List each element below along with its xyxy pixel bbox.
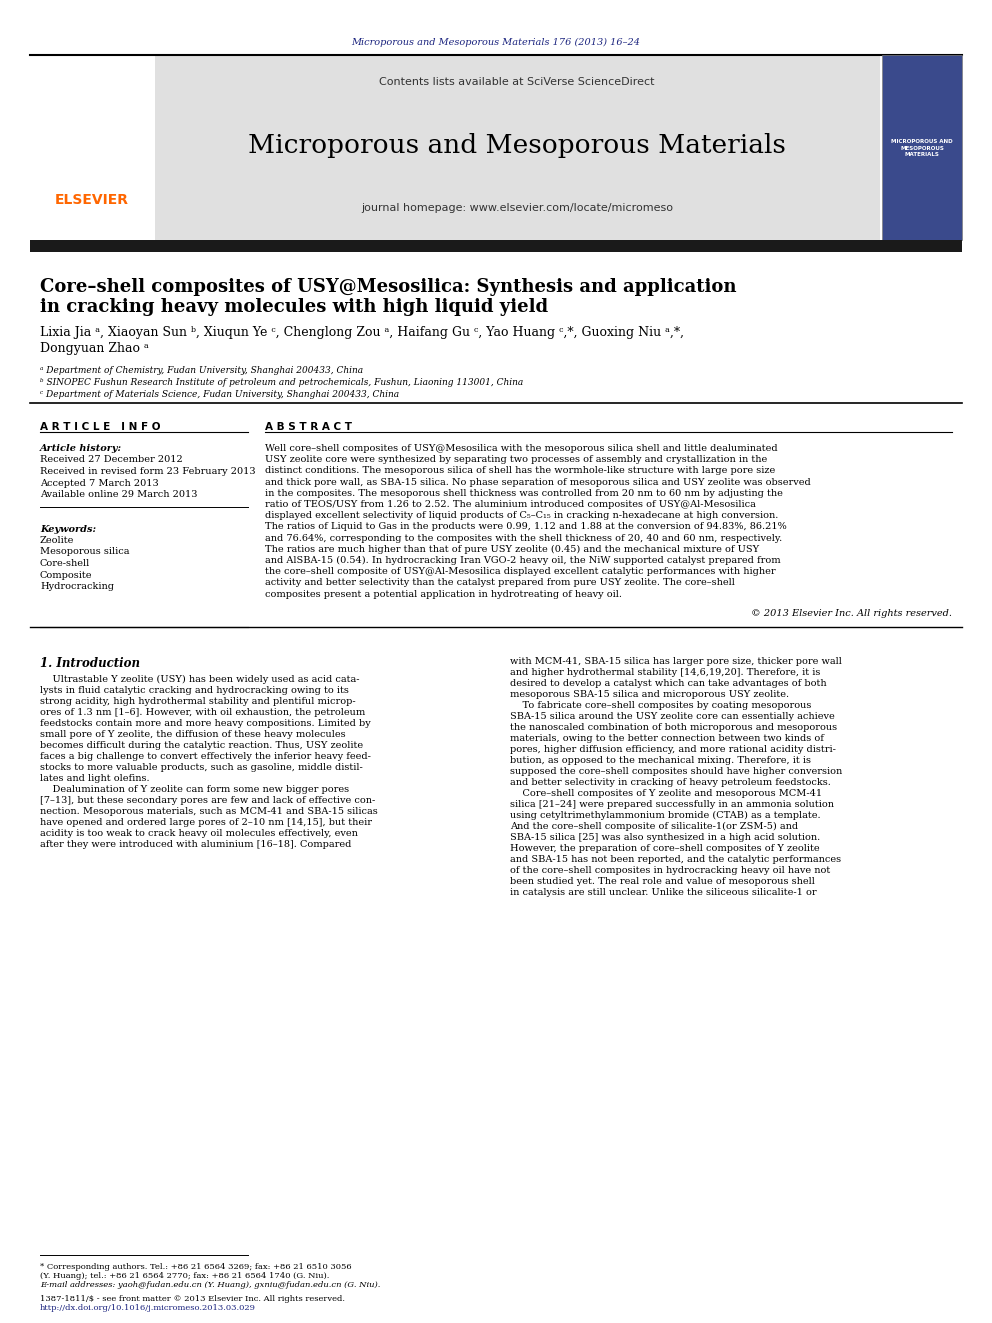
Text: Accepted 7 March 2013: Accepted 7 March 2013 [40, 479, 159, 487]
Text: Keywords:: Keywords: [40, 524, 96, 533]
Text: and 76.64%, corresponding to the composites with the shell thickness of 20, 40 a: and 76.64%, corresponding to the composi… [265, 533, 783, 542]
Text: Core–shell composites of Y zeolite and mesoporous MCM-41: Core–shell composites of Y zeolite and m… [510, 789, 822, 798]
Text: Microporous and Mesoporous Materials 176 (2013) 16–24: Microporous and Mesoporous Materials 176… [351, 37, 641, 46]
Text: desired to develop a catalyst which can take advantages of both: desired to develop a catalyst which can … [510, 679, 826, 688]
Text: The ratios of Liquid to Gas in the products were 0.99, 1.12 and 1.88 at the conv: The ratios of Liquid to Gas in the produ… [265, 523, 787, 532]
Text: Core-shell: Core-shell [40, 560, 90, 568]
Text: acidity is too weak to crack heavy oil molecules effectively, even: acidity is too weak to crack heavy oil m… [40, 828, 358, 837]
Text: and thick pore wall, as SBA-15 silica. No phase separation of mesoporous silica : and thick pore wall, as SBA-15 silica. N… [265, 478, 810, 487]
Text: small pore of Y zeolite, the diffusion of these heavy molecules: small pore of Y zeolite, the diffusion o… [40, 730, 345, 738]
Text: have opened and ordered large pores of 2–10 nm [14,15], but their: have opened and ordered large pores of 2… [40, 818, 372, 827]
Text: and better selectivity in cracking of heavy petroleum feedstocks.: and better selectivity in cracking of he… [510, 778, 831, 787]
Text: ELSEVIER: ELSEVIER [55, 193, 129, 206]
Text: * Corresponding authors. Tel.: +86 21 6564 3269; fax: +86 21 6510 3056: * Corresponding authors. Tel.: +86 21 65… [40, 1263, 351, 1271]
Text: USY zeolite core were synthesized by separating two processes of assembly and cr: USY zeolite core were synthesized by sep… [265, 455, 767, 464]
Text: the nanoscaled combination of both microporous and mesoporous: the nanoscaled combination of both micro… [510, 722, 837, 732]
Text: journal homepage: www.elsevier.com/locate/micromeso: journal homepage: www.elsevier.com/locat… [361, 202, 673, 213]
Text: To fabricate core–shell composites by coating mesoporous: To fabricate core–shell composites by co… [510, 701, 811, 710]
Text: Dongyuan Zhao ᵃ: Dongyuan Zhao ᵃ [40, 343, 149, 355]
Bar [155, 56, 880, 239]
Text: strong acidity, high hydrothermal stability and plentiful microp-: strong acidity, high hydrothermal stabil… [40, 697, 355, 705]
Text: and SBA-15 has not been reported, and the catalytic performances: and SBA-15 has not been reported, and th… [510, 855, 841, 864]
Text: in catalysis are still unclear. Unlike the siliceous silicalite-1 or: in catalysis are still unclear. Unlike t… [510, 888, 816, 897]
Text: However, the preparation of core–shell composites of Y zeolite: However, the preparation of core–shell c… [510, 844, 819, 853]
Bar [882, 56, 962, 239]
Text: Contents lists available at SciVerse ScienceDirect: Contents lists available at SciVerse Sci… [379, 77, 655, 87]
Text: E-mail addresses: yaoh@fudan.edu.cn (Y. Huang), gxniu@fudan.edu.cn (G. Niu).: E-mail addresses: yaoh@fudan.edu.cn (Y. … [40, 1281, 380, 1289]
Bar [30, 239, 962, 251]
Text: Core–shell composites of USY@Mesosilica: Synthesis and application: Core–shell composites of USY@Mesosilica:… [40, 278, 736, 296]
Text: the core–shell composite of USY@Al-Mesosilica displayed excellent catalytic perf: the core–shell composite of USY@Al-Mesos… [265, 568, 776, 577]
Text: of the core–shell composites in hydrocracking heavy oil have not: of the core–shell composites in hydrocra… [510, 865, 830, 875]
Text: nection. Mesoporous materials, such as MCM-41 and SBA-15 silicas: nection. Mesoporous materials, such as M… [40, 807, 378, 816]
Text: after they were introduced with aluminium [16–18]. Compared: after they were introduced with aluminiu… [40, 840, 351, 849]
Text: (Y. Huang); tel.: +86 21 6564 2770; fax: +86 21 6564 1740 (G. Niu).: (Y. Huang); tel.: +86 21 6564 2770; fax:… [40, 1271, 329, 1279]
Text: distinct conditions. The mesoporous silica of shell has the wormhole-like struct: distinct conditions. The mesoporous sili… [265, 467, 776, 475]
Text: Received in revised form 23 February 2013: Received in revised form 23 February 201… [40, 467, 256, 476]
Text: stocks to more valuable products, such as gasoline, middle distil-: stocks to more valuable products, such a… [40, 763, 363, 771]
Text: © 2013 Elsevier Inc. All rights reserved.: © 2013 Elsevier Inc. All rights reserved… [751, 609, 952, 618]
Text: Well core–shell composites of USY@Mesosilica with the mesoporous silica shell an: Well core–shell composites of USY@Mesosi… [265, 445, 778, 452]
Text: faces a big challenge to convert effectively the inferior heavy feed-: faces a big challenge to convert effecti… [40, 751, 371, 761]
Text: bution, as opposed to the mechanical mixing. Therefore, it is: bution, as opposed to the mechanical mix… [510, 755, 811, 765]
Text: composites present a potential application in hydrotreating of heavy oil.: composites present a potential applicati… [265, 590, 622, 598]
Text: mesoporous SBA-15 silica and microporous USY zeolite.: mesoporous SBA-15 silica and microporous… [510, 689, 789, 699]
Text: in cracking heavy molecules with high liquid yield: in cracking heavy molecules with high li… [40, 298, 549, 316]
Text: silica [21–24] were prepared successfully in an ammonia solution: silica [21–24] were prepared successfull… [510, 800, 834, 808]
Text: ores of 1.3 nm [1–6]. However, with oil exhaustion, the petroleum: ores of 1.3 nm [1–6]. However, with oil … [40, 708, 365, 717]
Text: The ratios are much higher than that of pure USY zeolite (0.45) and the mechanic: The ratios are much higher than that of … [265, 545, 759, 554]
Text: 1. Introduction: 1. Introduction [40, 656, 140, 669]
Text: Microporous and Mesoporous Materials: Microporous and Mesoporous Materials [248, 132, 786, 157]
Text: lysts in fluid catalytic cracking and hydrocracking owing to its: lysts in fluid catalytic cracking and hy… [40, 685, 349, 695]
Text: materials, owing to the better connection between two kinds of: materials, owing to the better connectio… [510, 734, 824, 742]
Text: ᵃ Department of Chemistry, Fudan University, Shanghai 200433, China: ᵃ Department of Chemistry, Fudan Univers… [40, 366, 363, 374]
Text: been studied yet. The real role and value of mesoporous shell: been studied yet. The real role and valu… [510, 877, 814, 886]
Text: Lixia Jia ᵃ, Xiaoyan Sun ᵇ, Xiuqun Ye ᶜ, Chenglong Zou ᵃ, Haifang Gu ᶜ, Yao Huan: Lixia Jia ᵃ, Xiaoyan Sun ᵇ, Xiuqun Ye ᶜ,… [40, 325, 684, 339]
Text: becomes difficult during the catalytic reaction. Thus, USY zeolite: becomes difficult during the catalytic r… [40, 741, 363, 750]
Text: [7–13], but these secondary pores are few and lack of effective con-: [7–13], but these secondary pores are fe… [40, 796, 375, 804]
Text: with MCM-41, SBA-15 silica has larger pore size, thicker pore wall: with MCM-41, SBA-15 silica has larger po… [510, 656, 842, 665]
Text: SBA-15 silica [25] was also synthesized in a high acid solution.: SBA-15 silica [25] was also synthesized … [510, 832, 820, 841]
Text: feedstocks contain more and more heavy compositions. Limited by: feedstocks contain more and more heavy c… [40, 718, 371, 728]
Text: using cetyltrimethylammonium bromide (CTAB) as a template.: using cetyltrimethylammonium bromide (CT… [510, 811, 820, 820]
Text: supposed the core–shell composites should have higher conversion: supposed the core–shell composites shoul… [510, 767, 842, 775]
Text: ᵇ SINOPEC Fushun Research Institute of petroleum and petrochemicals, Fushun, Lia: ᵇ SINOPEC Fushun Research Institute of p… [40, 378, 523, 388]
Text: ᶜ Department of Materials Science, Fudan University, Shanghai 200433, China: ᶜ Department of Materials Science, Fudan… [40, 390, 399, 400]
Text: and AlSBA-15 (0.54). In hydrocracking Iran VGO-2 heavy oil, the NiW supported ca: and AlSBA-15 (0.54). In hydrocracking Ir… [265, 556, 781, 565]
Text: displayed excellent selectivity of liquid products of C₅–C₁₅ in cracking n-hexad: displayed excellent selectivity of liqui… [265, 511, 779, 520]
Text: SBA-15 silica around the USY zeolite core can essentially achieve: SBA-15 silica around the USY zeolite cor… [510, 712, 834, 721]
Text: A R T I C L E   I N F O: A R T I C L E I N F O [40, 422, 161, 433]
Text: in the composites. The mesoporous shell thickness was controlled from 20 nm to 6: in the composites. The mesoporous shell … [265, 488, 783, 497]
Text: and higher hydrothermal stability [14,6,19,20]. Therefore, it is: and higher hydrothermal stability [14,6,… [510, 668, 820, 677]
Text: ratio of TEOS/USY from 1.26 to 2.52. The aluminium introduced composites of USY@: ratio of TEOS/USY from 1.26 to 2.52. The… [265, 500, 756, 509]
Text: MICROPOROUS AND
MESOPOROUS
MATERIALS: MICROPOROUS AND MESOPOROUS MATERIALS [891, 139, 952, 156]
Text: Mesoporous silica: Mesoporous silica [40, 548, 130, 557]
Text: Received 27 December 2012: Received 27 December 2012 [40, 455, 183, 464]
Text: A B S T R A C T: A B S T R A C T [265, 422, 352, 433]
Text: Hydrocracking: Hydrocracking [40, 582, 114, 591]
Text: pores, higher diffusion efficiency, and more rational acidity distri-: pores, higher diffusion efficiency, and … [510, 745, 836, 754]
Text: Zeolite: Zeolite [40, 536, 74, 545]
Text: Article history:: Article history: [40, 445, 122, 452]
Text: Composite: Composite [40, 570, 92, 579]
Text: Available online 29 March 2013: Available online 29 March 2013 [40, 490, 197, 499]
Text: 1387-1811/$ - see front matter © 2013 Elsevier Inc. All rights reserved.: 1387-1811/$ - see front matter © 2013 El… [40, 1295, 345, 1303]
Text: And the core–shell composite of silicalite-1(or ZSM-5) and: And the core–shell composite of silicali… [510, 822, 799, 831]
Text: Dealumination of Y zeolite can form some new bigger pores: Dealumination of Y zeolite can form some… [40, 785, 349, 794]
Text: lates and light olefins.: lates and light olefins. [40, 774, 150, 783]
Text: Ultrastable Y zeolite (USY) has been widely used as acid cata-: Ultrastable Y zeolite (USY) has been wid… [40, 675, 359, 684]
Text: activity and better selectivity than the catalyst prepared from pure USY zeolite: activity and better selectivity than the… [265, 578, 735, 587]
Text: http://dx.doi.org/10.1016/j.micromeso.2013.03.029: http://dx.doi.org/10.1016/j.micromeso.20… [40, 1304, 256, 1312]
